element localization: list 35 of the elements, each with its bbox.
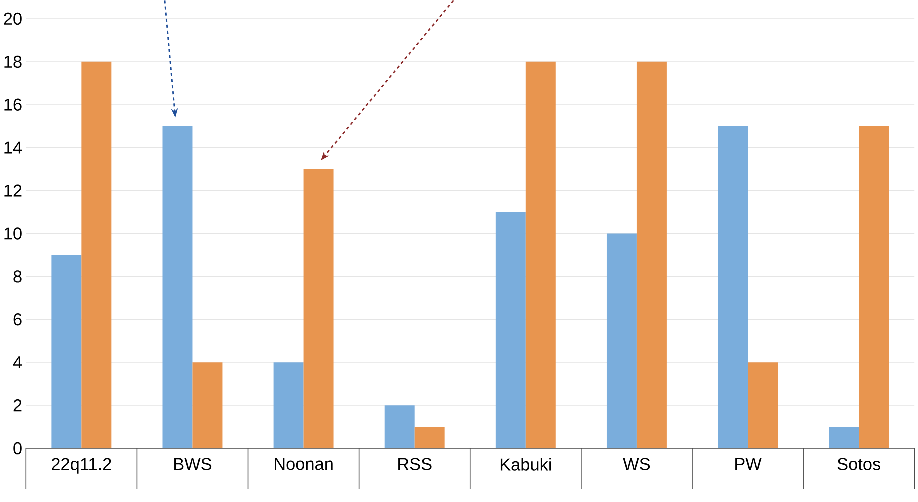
x-tick-label: BWS bbox=[174, 458, 212, 470]
y-tick-label: 20 bbox=[4, 12, 22, 25]
bar bbox=[162, 126, 193, 448]
bar bbox=[496, 212, 526, 448]
x-tick-label: 22q11.2 bbox=[52, 458, 112, 474]
bar bbox=[526, 62, 556, 448]
y-tick-label: 8 bbox=[14, 270, 22, 283]
y-tick-label: 14 bbox=[4, 142, 22, 154]
bar bbox=[192, 362, 223, 448]
x-tick-label: Noonan bbox=[275, 458, 333, 470]
x-tick-label: Kabuki bbox=[500, 458, 552, 471]
bar bbox=[384, 405, 415, 448]
bar bbox=[606, 234, 637, 448]
y-tick-label: 18 bbox=[4, 56, 22, 68]
x-tick-label: Sotos bbox=[838, 458, 880, 470]
bar bbox=[636, 62, 667, 448]
bar bbox=[859, 126, 890, 448]
y-tick-label: 12 bbox=[4, 184, 22, 197]
y-tick-label: 0 bbox=[14, 442, 22, 454]
bar bbox=[748, 362, 778, 448]
bar bbox=[304, 169, 334, 448]
bar bbox=[52, 255, 82, 448]
bar bbox=[829, 426, 860, 448]
x-tick-label: PW bbox=[736, 458, 762, 470]
y-tick-label: 2 bbox=[14, 399, 22, 412]
y-tick-label: 10 bbox=[4, 228, 22, 240]
x-tick-label: RSS bbox=[398, 458, 432, 470]
y-tick-label: 4 bbox=[13, 356, 22, 368]
bar bbox=[274, 362, 304, 448]
bar bbox=[718, 126, 748, 448]
y-tick-label: 16 bbox=[4, 98, 22, 111]
bar bbox=[82, 62, 112, 448]
bar bbox=[414, 426, 445, 448]
x-tick-label: WS bbox=[623, 458, 650, 470]
y-tick-label: 6 bbox=[14, 313, 22, 326]
